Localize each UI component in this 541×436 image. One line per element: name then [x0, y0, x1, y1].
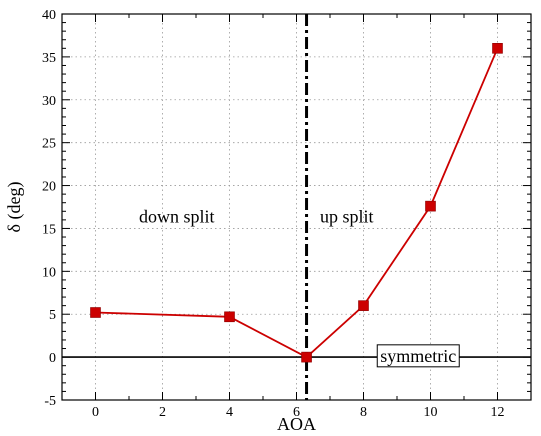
- axis-ticks: 0 2 4 6 8 10 12 -5 0 5 10 15 20 25 30 35 40: [42, 8, 532, 420]
- x-tick-label: 2: [159, 405, 166, 420]
- x-axis-label: AOA: [277, 414, 316, 434]
- data-point: [224, 311, 235, 323]
- y-tick-label: 20: [42, 180, 56, 195]
- annotation-symmetric: symmetric: [380, 346, 456, 366]
- reference-lines: [62, 14, 531, 400]
- data-point: [301, 351, 312, 363]
- data-point: [358, 300, 369, 311]
- data-series: [90, 43, 503, 363]
- y-tick-label: 0: [49, 351, 56, 366]
- y-tick-label: 35: [42, 51, 56, 66]
- data-point: [425, 200, 436, 212]
- x-tick-label: 8: [360, 405, 367, 420]
- series-line: [95, 47, 499, 359]
- x-tick-label: 0: [92, 405, 99, 420]
- x-tick-label: 12: [491, 405, 505, 420]
- data-point: [90, 307, 101, 318]
- y-tick-label: 5: [49, 308, 56, 323]
- x-tick-label: 10: [424, 405, 438, 420]
- plot-frame: [61, 13, 532, 401]
- annotation-symmetric-box: [376, 344, 460, 368]
- y-tick-label: -5: [44, 394, 56, 409]
- y-tick-label: 10: [42, 265, 56, 280]
- y-tick-label: 40: [42, 8, 56, 23]
- y-tick-label: 30: [42, 94, 56, 109]
- y-tick-label: 25: [42, 137, 56, 152]
- y-tick-label: 15: [42, 222, 56, 237]
- x-tick-label: 6: [293, 405, 300, 420]
- annotation-up-split: up split: [320, 206, 374, 226]
- grid-lines: [62, 14, 531, 400]
- data-point: [492, 43, 503, 54]
- y-axis-label: δ (deg): [4, 182, 25, 233]
- annotation-down-split: down split: [139, 206, 215, 226]
- x-tick-label: 4: [226, 405, 233, 420]
